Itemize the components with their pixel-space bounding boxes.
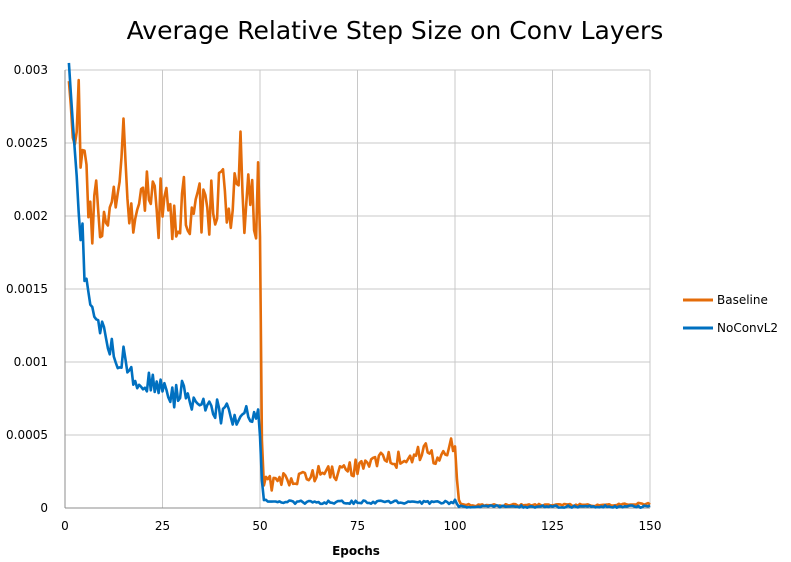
x-tick-label: 75 (350, 519, 365, 533)
legend-label-baseline: Baseline (717, 293, 768, 307)
y-tick-label: 0.0025 (6, 136, 48, 150)
y-tick-label: 0.002 (14, 209, 48, 223)
y-tick-label: 0 (40, 501, 48, 515)
chart-title: Average Relative Step Size on Conv Layer… (127, 16, 664, 45)
legend: Baseline NoConvL2 (683, 293, 778, 335)
series-line-noconvl2 (67, 62, 651, 510)
y-tick-label: 0.0005 (6, 428, 48, 442)
legend-label-noconvl2: NoConvL2 (717, 321, 778, 335)
series-line-baseline (67, 78, 651, 508)
x-tick-label: 100 (444, 519, 467, 533)
axes (64, 70, 650, 509)
x-tick-label: 50 (252, 519, 267, 533)
x-tick-label: 150 (639, 519, 662, 533)
y-tick-label: 0.003 (14, 63, 48, 77)
plot-area (67, 62, 651, 510)
grid (64, 69, 651, 509)
y-tick-label: 0.0015 (6, 282, 48, 296)
x-tick-label: 25 (155, 519, 170, 533)
x-axis-title: Epochs (332, 544, 380, 558)
x-tick-label: 0 (61, 519, 69, 533)
x-tick-label: 125 (541, 519, 564, 533)
y-tick-label: 0.001 (14, 355, 48, 369)
tick-labels: 0 25 50 75 100 125 150 0 0.0005 0.001 0.0015 0.002 0… (6, 63, 661, 533)
